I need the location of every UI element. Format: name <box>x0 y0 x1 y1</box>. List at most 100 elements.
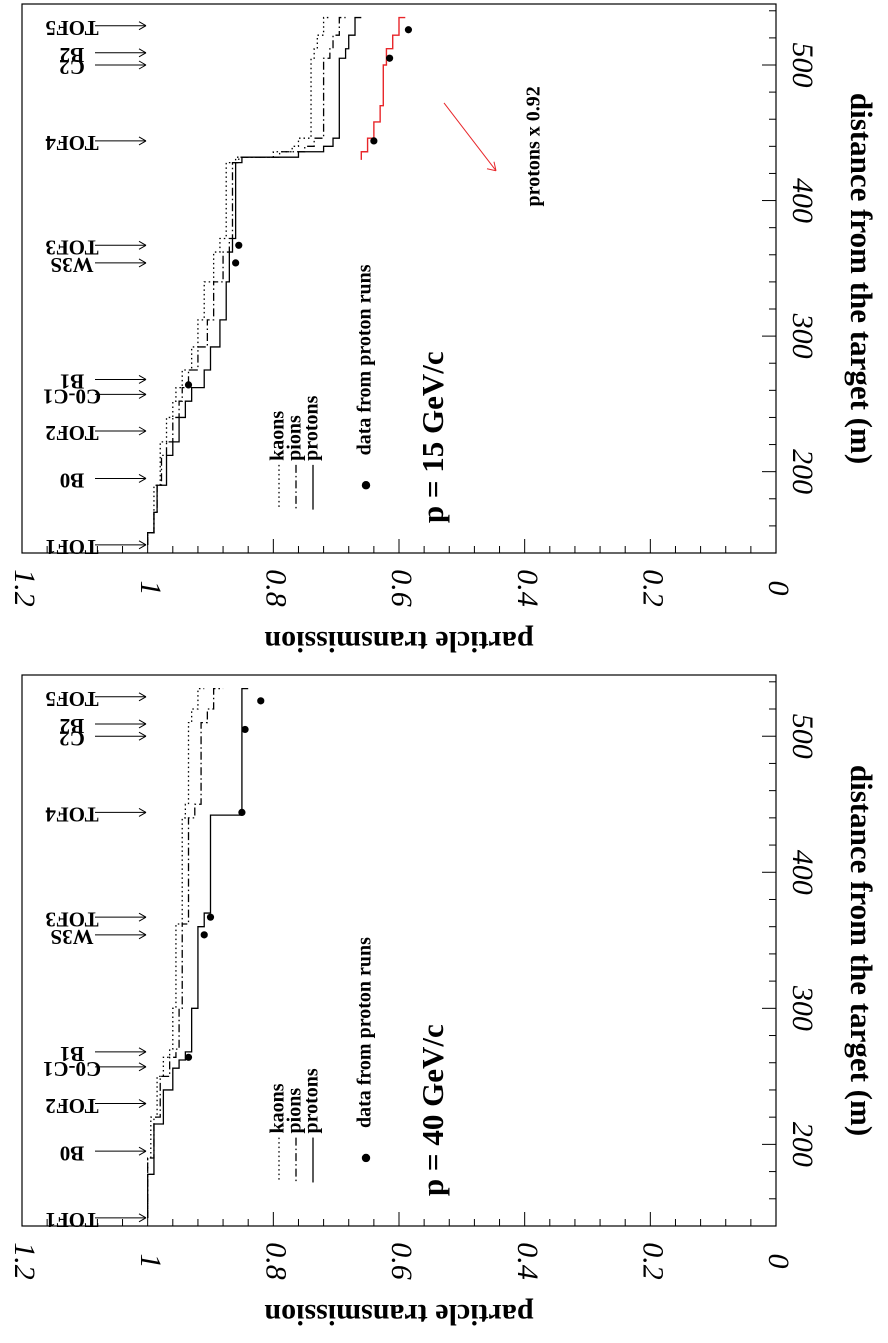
x-axis-title: distance from the target (m) <box>844 765 879 1136</box>
series-pions <box>147 16 346 545</box>
detector-arrowhead <box>138 60 147 70</box>
detector-label: TOF2 <box>45 421 98 445</box>
detector-label: B0 <box>60 469 85 493</box>
detector-arrowhead <box>138 389 147 399</box>
detector-arrowhead <box>138 1062 147 1072</box>
y-tick-label: 0 <box>762 1254 795 1269</box>
series-protons <box>147 687 249 1218</box>
detector-arrowhead <box>138 540 147 550</box>
data-point <box>241 725 249 734</box>
legend-label: kaons <box>267 1083 289 1133</box>
data-point <box>184 381 193 389</box>
detector-arrowhead <box>138 426 147 436</box>
y-tick-label: 0.4 <box>511 569 544 607</box>
x-tick-label: 300 <box>786 985 819 1031</box>
chart-panel-1: 0 0.2 0.4 0.6 0.8 1 1.2 200 300 400 500 distance fr… <box>8 3 879 658</box>
detector-label: TOF2 <box>45 1094 98 1118</box>
y-axis-title: particle transmission <box>264 1298 533 1331</box>
data-point <box>257 697 265 705</box>
x-tick-label: 400 <box>786 178 819 223</box>
detector-label: B2 <box>60 714 85 738</box>
legend-points-label: data from proton runs <box>354 264 376 455</box>
legend-point-marker <box>361 481 371 490</box>
data-point <box>235 241 243 249</box>
momentum-label: p = 15 GeV/c <box>415 351 450 523</box>
y-tick-label: 0.8 <box>259 1242 292 1280</box>
detector-label: B1 <box>60 370 85 394</box>
detector-label: TOF1 <box>45 535 98 559</box>
data-point <box>200 931 208 939</box>
detector-arrowhead <box>138 1146 147 1156</box>
detector-arrowhead <box>138 375 147 384</box>
data-point <box>232 259 240 267</box>
legend-label: pions <box>284 415 306 461</box>
detector-arrowhead <box>138 1047 147 1057</box>
x-tick-label: 400 <box>786 850 819 895</box>
legend-label: protons <box>301 1068 323 1133</box>
y-tick-label: 1.2 <box>8 569 41 607</box>
detector-arrowhead <box>138 48 147 58</box>
y-tick-label: 0.6 <box>385 569 418 607</box>
y-tick-label: 1.2 <box>8 1242 41 1280</box>
detector-label: B1 <box>60 1042 85 1066</box>
momentum-label: p = 40 GeV/c <box>415 1024 450 1196</box>
detector-label: TOF3 <box>45 907 98 931</box>
detector-arrowhead <box>138 240 147 250</box>
y-axis-title: particle transmission <box>264 625 533 658</box>
y-tick-label: 0.6 <box>385 1242 418 1280</box>
detector-label: TOF3 <box>45 235 98 259</box>
series-kaons <box>147 16 330 545</box>
detector-arrowhead <box>138 136 147 146</box>
data-point <box>238 808 246 817</box>
x-tick-label: 500 <box>786 714 819 759</box>
detector-label: TOF5 <box>45 16 98 40</box>
data-point <box>370 137 378 145</box>
plot-frame <box>21 674 777 1227</box>
detector-arrowhead <box>138 1213 147 1223</box>
detector-arrowhead <box>138 1099 147 1108</box>
detector-arrowhead <box>138 719 147 729</box>
detector-arrowhead <box>138 807 147 817</box>
detector-label: W3S <box>50 253 93 277</box>
detector-label: B0 <box>60 1141 85 1165</box>
detector-label: W3S <box>50 925 93 949</box>
legend-label: kaons <box>267 411 289 461</box>
legend-points-label: data from proton runs <box>354 937 376 1128</box>
detector-label: TOF5 <box>45 687 98 711</box>
annotation-arrowhead <box>486 161 497 172</box>
series-protons-x-0-92 <box>360 16 406 160</box>
x-axis-title: distance from the target (m) <box>844 93 879 464</box>
annotation-arrow <box>443 102 497 172</box>
detector-label: C2 <box>59 726 85 750</box>
detector-label: C0-C1 <box>43 1057 101 1081</box>
data-point <box>385 54 394 62</box>
detector-label: C2 <box>59 55 85 79</box>
data-point <box>206 913 215 921</box>
detector-arrowhead <box>138 258 147 268</box>
detector-arrowhead <box>138 731 147 741</box>
y-tick-label: 1 <box>134 581 167 596</box>
detector-arrowhead <box>138 692 147 702</box>
x-tick-label: 200 <box>786 1122 819 1167</box>
series-protons <box>147 16 362 545</box>
detector-label: TOF4 <box>45 131 99 155</box>
legend-label: protons <box>301 395 323 460</box>
y-tick-label: 0.8 <box>259 569 292 607</box>
y-tick-label: 0.2 <box>636 569 669 607</box>
y-tick-label: 1 <box>134 1254 167 1269</box>
plot-frame <box>21 3 777 554</box>
detector-arrowhead <box>138 474 147 483</box>
detector-arrowhead <box>138 930 147 940</box>
data-point <box>404 26 413 34</box>
chart-panel-2: 0 0.2 0.4 0.6 0.8 1 1.2 200 300 400 500 distance fr… <box>8 674 879 1331</box>
detector-arrowhead <box>138 912 147 922</box>
series-kaons <box>147 687 205 1218</box>
x-tick-label: 300 <box>786 313 819 359</box>
x-tick-label: 200 <box>786 449 819 494</box>
detector-arrowhead <box>138 21 147 31</box>
series-pions <box>147 687 224 1218</box>
y-tick-label: 0.2 <box>636 1242 669 1280</box>
legend-label: pions <box>284 1088 306 1134</box>
detector-label: TOF4 <box>45 803 99 827</box>
